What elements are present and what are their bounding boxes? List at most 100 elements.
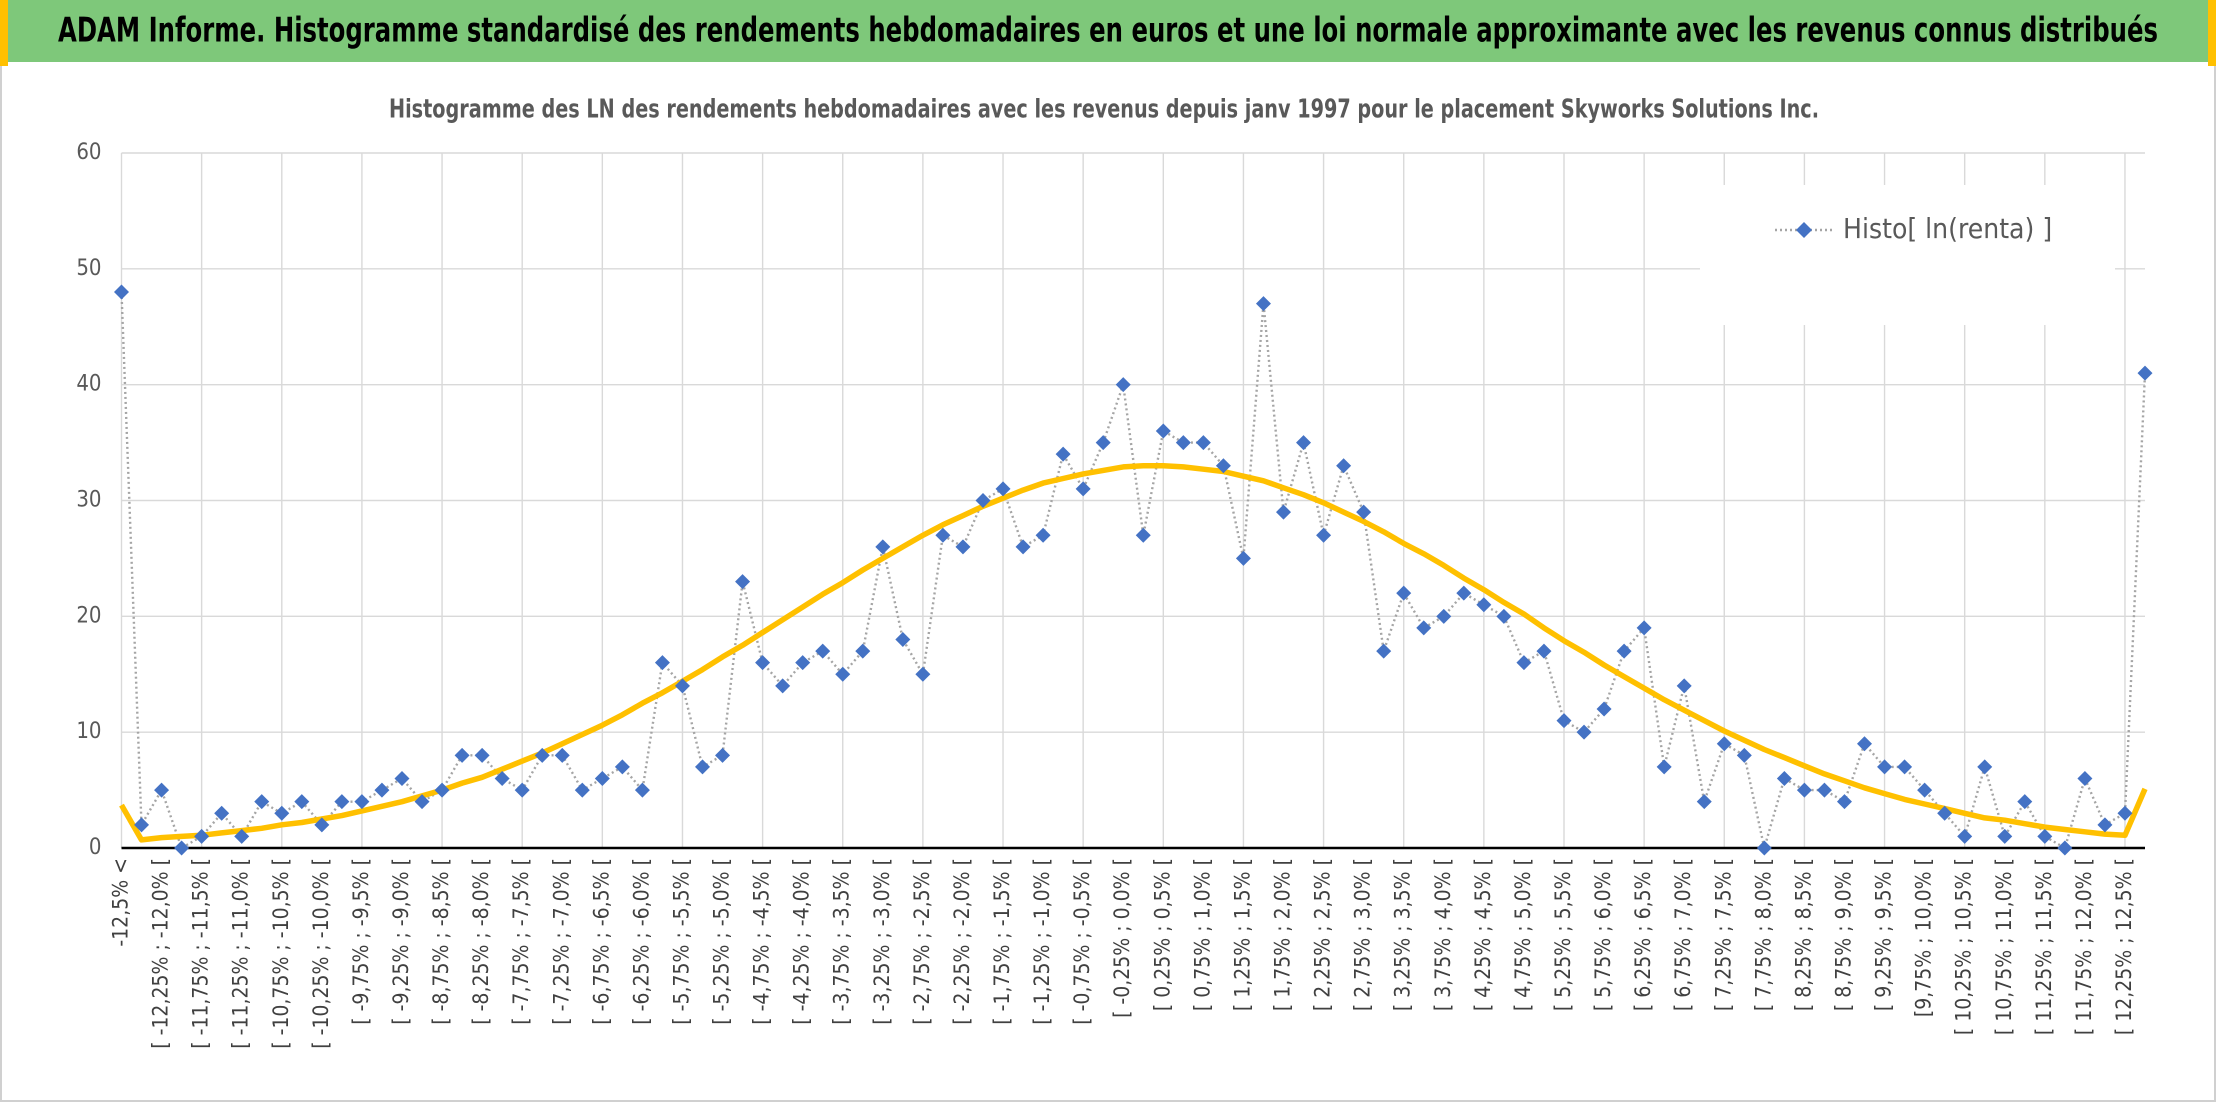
data-point (314, 817, 330, 833)
y-tick-label: 60 (76, 140, 101, 165)
data-point (474, 747, 490, 763)
data-point (1776, 771, 1792, 786)
data-point (755, 655, 771, 671)
x-tick-label: [ -1,25% ; -1,0% [ (1030, 858, 1054, 1025)
x-tick-label: [ -4,25% ; -4,0% [ (790, 858, 814, 1025)
x-tick-label: [ -7,25% ; -7,0% [ (549, 858, 573, 1025)
data-point (674, 678, 690, 694)
x-tick-label: [ 6,75% ; 7,0% [ (1671, 858, 1695, 1011)
data-point (1095, 435, 1111, 451)
legend-marker (1796, 222, 1812, 238)
data-point (234, 828, 250, 844)
data-point (1075, 481, 1091, 497)
y-tick-label: 40 (76, 372, 101, 397)
data-point (1576, 724, 1592, 740)
data-point (1977, 759, 1993, 775)
data-point (2017, 794, 2033, 810)
data-point (1175, 435, 1191, 451)
x-tick-label: [ -9,75% ; -9,5% [ (349, 858, 373, 1025)
data-point (1857, 736, 1873, 752)
data-point (1636, 620, 1652, 636)
data-point (1376, 643, 1392, 659)
data-point (1015, 539, 1031, 555)
data-point (134, 817, 150, 833)
x-tick-label: [ -2,25% ; -2,0% [ (950, 858, 974, 1025)
x-tick-label: [ 3,25% ; 3,5% [ (1391, 858, 1415, 1011)
data-point (214, 805, 230, 821)
x-tick-label: [ 7,75% ; 8,0% [ (1751, 858, 1775, 1011)
data-point (1336, 458, 1352, 474)
x-tick-label: [ -6,25% ; -6,0% [ (629, 858, 653, 1025)
legend-box (1700, 185, 2115, 325)
data-point (1496, 608, 1512, 624)
data-point (1917, 782, 1933, 798)
data-point (1115, 377, 1131, 393)
data-point (1877, 759, 1893, 775)
data-point (1396, 585, 1412, 601)
data-point (454, 747, 470, 763)
data-point (154, 782, 170, 798)
data-point (1756, 840, 1772, 856)
data-point (2097, 817, 2113, 833)
data-point (514, 782, 530, 798)
data-point (1536, 643, 1552, 659)
data-point (1516, 655, 1532, 671)
x-tick-label: [ 0,25% ; 0,5% [ (1150, 858, 1174, 1011)
data-point (1035, 527, 1051, 543)
x-tick-label: [ -3,75% ; -3,5% [ (830, 858, 854, 1025)
y-tick-label: 10 (76, 719, 101, 744)
data-point (1235, 550, 1251, 566)
header-bar (0, 0, 2216, 62)
x-tick-label: [ -3,25% ; -3,0% [ (870, 858, 894, 1025)
data-point (1796, 782, 1812, 798)
x-tick-label: [ 8,75% ; 9,0% [ (1831, 858, 1855, 1011)
data-point (534, 747, 550, 763)
data-point (1676, 678, 1692, 694)
data-point (1997, 828, 2013, 844)
x-tick-label: [ -0,25% ; 0,0% [ (1110, 858, 1134, 1018)
x-tick-label: [ 5,75% ; 6,0% [ (1591, 858, 1615, 1011)
x-tick-label: [ 7,25% ; 7,5% [ (1711, 858, 1735, 1011)
data-point (354, 794, 370, 810)
data-point (1316, 527, 1332, 543)
data-point (274, 805, 290, 821)
x-tick-label: [ -0,75% ; -0,5% [ (1070, 858, 1094, 1025)
data-point (2037, 828, 2053, 844)
series-line (119, 462, 2148, 843)
x-tick-label: [ 0,75% ; 1,0% [ (1190, 858, 1214, 1011)
x-tick-label: [ -8,25% ; -8,0% [ (469, 858, 493, 1025)
data-point (1696, 794, 1712, 810)
data-point (775, 678, 791, 694)
data-point (1416, 620, 1432, 636)
plot-area: 0 10 20 30 40 50 60 -12,5% < [ -12,25% ; -12,0% … (76, 140, 2153, 1049)
data-point (1476, 597, 1492, 613)
x-tick-label: [ -10,25% ; -10,0% [ (309, 858, 333, 1049)
data-point (715, 747, 731, 763)
data-point (554, 747, 570, 763)
data-point (2057, 840, 2073, 856)
data-point (1215, 458, 1231, 474)
data-point (855, 643, 871, 659)
data-point (1596, 701, 1612, 717)
data-point (1816, 782, 1832, 798)
data-point (374, 782, 390, 798)
x-tick-label: [ 12,25% ; 12,5% [ (2112, 858, 2136, 1035)
data-point (1656, 759, 1672, 775)
data-point (1296, 435, 1312, 451)
data-point (2077, 771, 2093, 786)
data-point (1937, 805, 1953, 821)
x-tick-label: [ -10,75% ; -10,5% [ (269, 858, 293, 1049)
data-point (1436, 608, 1452, 624)
x-tick-label: [ 1,25% ; 1,5% [ (1230, 858, 1254, 1011)
y-tick-label: 0 (89, 835, 102, 860)
data-point (434, 782, 450, 798)
x-tick-label: [ 4,75% ; 5,0% [ (1511, 858, 1535, 1011)
x-tick-label: -12,5% < (109, 858, 133, 947)
data-point (1055, 446, 1071, 462)
data-point (1356, 504, 1372, 520)
data-point (1155, 423, 1171, 439)
x-tick-label: [ -5,75% ; -5,5% [ (669, 858, 693, 1025)
x-tick-label: [ 10,25% ; 10,5% [ (1952, 858, 1976, 1035)
